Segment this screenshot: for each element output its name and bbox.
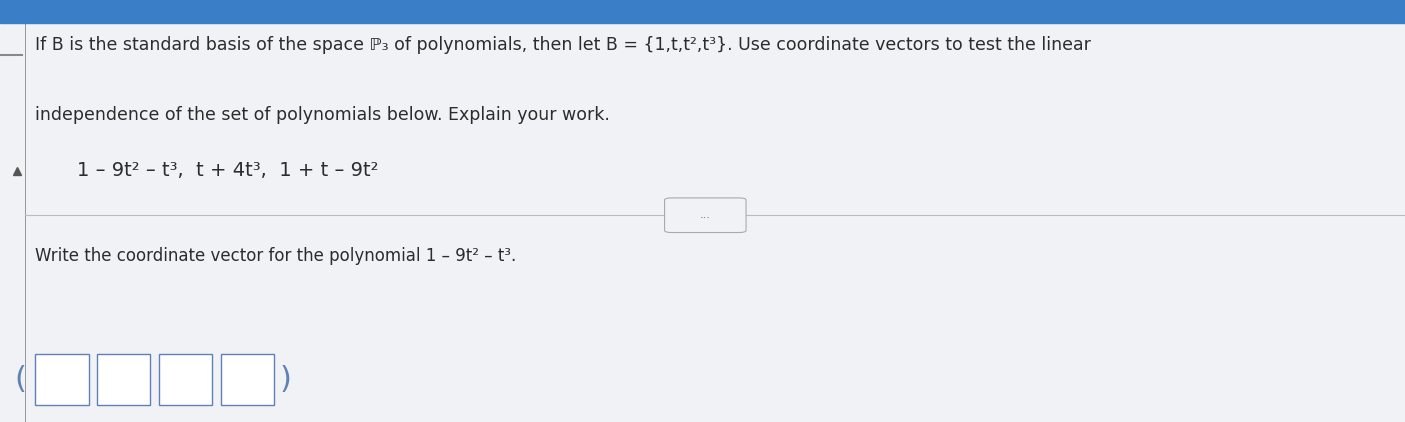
Text: ...: ...: [700, 210, 711, 220]
FancyBboxPatch shape: [665, 198, 746, 233]
Text: If B is the standard basis of the space ℙ₃ of polynomials, then let B = {1,t,t²,: If B is the standard basis of the space …: [35, 36, 1092, 54]
Text: independence of the set of polynomials below. Explain your work.: independence of the set of polynomials b…: [35, 106, 610, 124]
FancyBboxPatch shape: [159, 354, 212, 405]
FancyBboxPatch shape: [35, 354, 89, 405]
Text: (: (: [15, 365, 27, 394]
Text: 1 – 9t² – t³,  t + 4t³,  1 + t – 9t²: 1 – 9t² – t³, t + 4t³, 1 + t – 9t²: [77, 161, 379, 181]
FancyBboxPatch shape: [97, 354, 150, 405]
Text: Write the coordinate vector for the polynomial 1 – 9t² – t³.: Write the coordinate vector for the poly…: [35, 247, 517, 265]
Text: ): ): [280, 365, 291, 394]
FancyBboxPatch shape: [221, 354, 274, 405]
Bar: [0, 0, 1405, 23]
